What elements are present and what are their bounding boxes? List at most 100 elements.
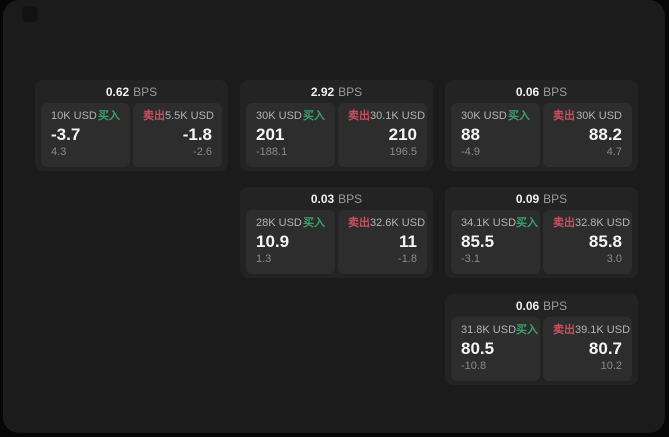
app-window: 0.62 BPS 10K USD 买入 -3.7 4.3 卖出 5.5K USD	[3, 0, 665, 433]
sell-label-row: 卖出 32.6K USD	[348, 217, 425, 230]
buy-sub-value: 4.3	[51, 146, 67, 158]
quote-card: 0.06 BPS 30K USD 买入 88 -4.9 卖出 30K USD	[445, 80, 638, 171]
sell-label-row: 卖出 30.1K USD	[348, 110, 425, 123]
sell-label-row: 卖出 39.1K USD	[553, 324, 630, 337]
sell-panel[interactable]: 卖出 32.6K USD 11 -1.8	[338, 210, 427, 274]
buy-price: 88	[461, 125, 480, 144]
buy-side-label: 买入	[508, 110, 530, 122]
buy-price: 10.9	[256, 232, 290, 251]
sell-amount: 39.1K USD	[575, 324, 631, 336]
panels: 31.8K USD 买入 80.5 -10.8 卖出 39.1K USD 80.…	[445, 317, 638, 385]
sell-amount: 32.6K USD	[370, 217, 426, 229]
panels: 34.1K USD 买入 85.5 -3.1 卖出 32.8K USD 85.8…	[445, 210, 638, 278]
buy-label-row: 10K USD 买入	[51, 110, 120, 123]
bps-value: 2.92	[310, 84, 335, 99]
buy-amount: 34.1K USD	[461, 217, 517, 229]
sell-side-label: 卖出	[348, 217, 370, 229]
sell-sub-value: 196.5	[389, 146, 417, 158]
buy-amount: 28K USD	[256, 217, 302, 229]
card-header: 2.92 BPS	[240, 80, 433, 103]
bps-unit: BPS	[133, 84, 158, 99]
buy-label-row: 34.1K USD 买入	[461, 217, 538, 230]
bps-value: 0.62	[105, 84, 130, 99]
buy-panel[interactable]: 34.1K USD 买入 85.5 -3.1	[451, 210, 540, 274]
bps-unit: BPS	[543, 191, 568, 206]
buy-panel[interactable]: 30K USD 买入 201 -188.1	[246, 103, 335, 167]
buy-sub-value: -10.8	[461, 360, 487, 372]
sell-price: -1.8	[182, 125, 212, 144]
buy-panel[interactable]: 10K USD 买入 -3.7 4.3	[41, 103, 130, 167]
bps-unit: BPS	[543, 84, 568, 99]
buy-sub-value: 1.3	[256, 253, 272, 265]
sell-amount: 32.8K USD	[575, 217, 631, 229]
quote-grid: 0.62 BPS 10K USD 买入 -3.7 4.3 卖出 5.5K USD	[35, 80, 638, 385]
card-header: 0.09 BPS	[445, 187, 638, 210]
card-header: 0.06 BPS	[445, 294, 638, 317]
bps-value: 0.06	[515, 84, 540, 99]
buy-sub-value: -3.1	[461, 253, 480, 265]
buy-price: 80.5	[461, 339, 495, 358]
sell-label-row: 卖出 5.5K USD	[143, 110, 214, 123]
buy-amount: 30K USD	[256, 110, 302, 122]
buy-side-label: 买入	[303, 217, 325, 229]
sell-amount: 5.5K USD	[165, 110, 214, 122]
buy-side-label: 买入	[516, 324, 539, 336]
bps-value: 0.06	[515, 298, 540, 313]
bps-unit: BPS	[338, 191, 363, 206]
buy-label-row: 28K USD 买入	[256, 217, 325, 230]
sell-panel[interactable]: 卖出 30K USD 88.2 4.7	[543, 103, 632, 167]
buy-amount: 10K USD	[51, 110, 97, 122]
sell-panel[interactable]: 卖出 30.1K USD 210 196.5	[338, 103, 427, 167]
card-header: 0.03 BPS	[240, 187, 433, 210]
sell-side-label: 卖出	[348, 110, 370, 122]
bps-value: 0.03	[310, 191, 335, 206]
sell-amount: 30.1K USD	[370, 110, 426, 122]
buy-panel[interactable]: 31.8K USD 买入 80.5 -10.8	[451, 317, 540, 381]
sell-side-label: 卖出	[143, 110, 165, 122]
quote-card: 0.09 BPS 34.1K USD 买入 85.5 -3.1 卖出 32.8K…	[445, 187, 638, 278]
quote-card: 0.62 BPS 10K USD 买入 -3.7 4.3 卖出 5.5K USD	[35, 80, 228, 171]
buy-panel[interactable]: 28K USD 买入 10.9 1.3	[246, 210, 335, 274]
sell-panel[interactable]: 卖出 32.8K USD 85.8 3.0	[543, 210, 632, 274]
sell-sub-value: -2.6	[193, 146, 212, 158]
sell-sub-value: -1.8	[398, 253, 417, 265]
sell-sub-value: 10.2	[600, 360, 622, 372]
buy-price: -3.7	[51, 125, 81, 144]
sell-sub-value: 3.0	[606, 253, 622, 265]
quote-card: 0.03 BPS 28K USD 买入 10.9 1.3 卖出 32.6K US…	[240, 187, 433, 278]
panels: 30K USD 买入 88 -4.9 卖出 30K USD 88.2 4.7	[445, 103, 638, 171]
sell-amount: 30K USD	[576, 110, 622, 122]
quote-card: 2.92 BPS 30K USD 买入 201 -188.1 卖出 30.1K …	[240, 80, 433, 171]
sell-side-label: 卖出	[553, 324, 575, 336]
app-logo	[22, 6, 38, 22]
sell-sub-value: 4.7	[606, 146, 622, 158]
buy-price: 85.5	[461, 232, 495, 251]
card-header: 0.62 BPS	[35, 80, 228, 103]
buy-side-label: 买入	[303, 110, 325, 122]
buy-sub-value: -4.9	[461, 146, 480, 158]
bps-value: 0.09	[515, 191, 540, 206]
panels: 10K USD 买入 -3.7 4.3 卖出 5.5K USD -1.8 -2.…	[35, 103, 228, 171]
buy-sub-value: -188.1	[256, 146, 288, 158]
panels: 30K USD 买入 201 -188.1 卖出 30.1K USD 210 1…	[240, 103, 433, 171]
sell-price: 80.7	[588, 339, 622, 358]
sell-side-label: 卖出	[553, 110, 575, 122]
sell-panel[interactable]: 卖出 5.5K USD -1.8 -2.6	[133, 103, 222, 167]
buy-label-row: 30K USD 买入	[461, 110, 530, 123]
bps-unit: BPS	[338, 84, 363, 99]
buy-amount: 31.8K USD	[461, 324, 517, 336]
panels: 28K USD 买入 10.9 1.3 卖出 32.6K USD 11 -1.8	[240, 210, 433, 278]
buy-label-row: 31.8K USD 买入	[461, 324, 538, 337]
buy-side-label: 买入	[98, 110, 120, 122]
sell-side-label: 卖出	[553, 217, 575, 229]
buy-price: 201	[256, 125, 285, 144]
buy-amount: 30K USD	[461, 110, 507, 122]
sell-price: 85.8	[588, 232, 622, 251]
sell-panel[interactable]: 卖出 39.1K USD 80.7 10.2	[543, 317, 632, 381]
buy-side-label: 买入	[516, 217, 539, 229]
buy-label-row: 30K USD 买入	[256, 110, 325, 123]
sell-label-row: 卖出 30K USD	[553, 110, 622, 123]
buy-panel[interactable]: 30K USD 买入 88 -4.9	[451, 103, 540, 167]
card-header: 0.06 BPS	[445, 80, 638, 103]
sell-price: 210	[388, 125, 417, 144]
